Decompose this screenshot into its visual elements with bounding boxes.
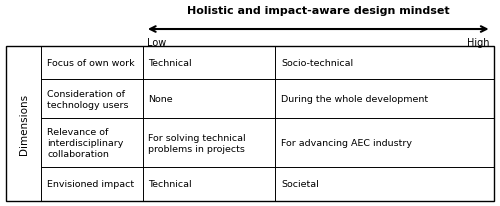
Text: High: High <box>466 38 489 48</box>
Text: Consideration of
technology users: Consideration of technology users <box>47 89 128 109</box>
Text: Focus of own work: Focus of own work <box>47 59 134 68</box>
Text: Technical: Technical <box>148 180 192 188</box>
Text: Envisioned impact: Envisioned impact <box>47 180 134 188</box>
Text: For solving technical
problems in projects: For solving technical problems in projec… <box>148 133 246 153</box>
Text: Holistic and impact-aware design mindset: Holistic and impact-aware design mindset <box>187 6 450 16</box>
Bar <box>6 46 494 201</box>
Text: Societal: Societal <box>281 180 319 188</box>
Text: Technical: Technical <box>148 59 192 68</box>
Text: Dimensions: Dimensions <box>18 93 28 154</box>
Text: Relevance of
interdisciplinary
collaboration: Relevance of interdisciplinary collabora… <box>47 127 124 158</box>
Text: Low: Low <box>148 38 167 48</box>
Text: For advancing AEC industry: For advancing AEC industry <box>281 138 412 147</box>
Text: During the whole development: During the whole development <box>281 95 428 104</box>
Text: None: None <box>148 95 173 104</box>
Text: Socio-technical: Socio-technical <box>281 59 353 68</box>
